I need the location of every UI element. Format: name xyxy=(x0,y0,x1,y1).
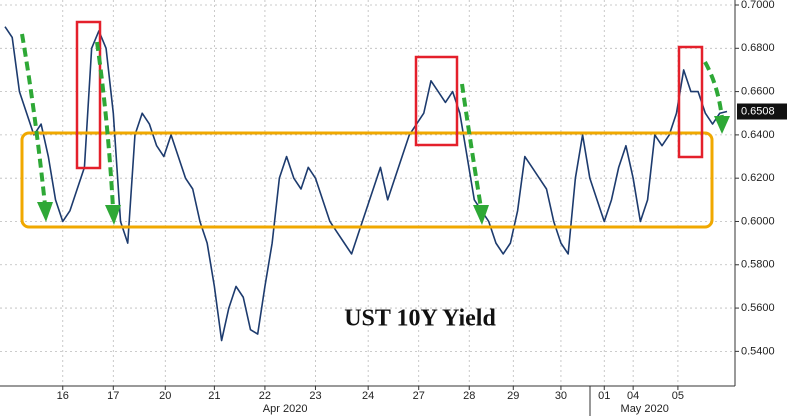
arrows xyxy=(20,33,724,209)
last-value-box xyxy=(737,103,787,120)
chart-title: UST 10Y Yield xyxy=(344,306,496,332)
x-tick-label: 30 xyxy=(555,390,567,402)
y-tick-label: 0.6600 xyxy=(741,85,775,97)
y-tick-label: 0.6000 xyxy=(741,215,775,227)
x-tick-label: 21 xyxy=(208,390,220,402)
month-label: Apr 2020 xyxy=(263,403,308,415)
x-tick-label: 20 xyxy=(159,390,171,402)
x-tick-label: 22 xyxy=(259,390,271,402)
x-tick-label: 01 xyxy=(598,390,610,402)
arrow-head xyxy=(105,205,121,225)
x-tick-label: 27 xyxy=(413,390,425,402)
x-tick-label: 16 xyxy=(57,390,69,402)
plot xyxy=(4,26,728,342)
x-tick-label: 23 xyxy=(309,390,321,402)
y-tick-label: 0.5600 xyxy=(741,302,775,314)
y-tick-label: 0.7000 xyxy=(741,0,775,11)
x-tick-label: 04 xyxy=(627,390,639,402)
x-tick-label: 17 xyxy=(107,390,119,402)
y-tick-label: 0.6800 xyxy=(741,42,775,54)
arrow xyxy=(703,61,724,119)
arrow xyxy=(95,41,115,209)
arrow xyxy=(20,33,47,206)
arrow-head xyxy=(37,202,53,222)
range-band xyxy=(20,131,714,229)
highlight-box xyxy=(414,55,459,147)
x-tick-label: 24 xyxy=(362,390,374,402)
arrow xyxy=(460,83,483,209)
x-tick-label: 28 xyxy=(463,390,475,402)
y-tick-label: 0.6200 xyxy=(741,172,775,184)
month-label: May 2020 xyxy=(621,403,669,415)
y-tick-label: 0.5400 xyxy=(741,345,775,357)
highlight-box xyxy=(75,20,102,170)
series-line xyxy=(4,26,728,342)
arrow-heads xyxy=(37,116,730,225)
y-tick-label: 0.6400 xyxy=(741,129,775,141)
highlight-box xyxy=(677,45,704,159)
arrow-head xyxy=(714,116,730,134)
x-tick-label: 29 xyxy=(507,390,519,402)
grid xyxy=(0,0,735,386)
y-tick-label: 0.5800 xyxy=(741,259,775,271)
last-value-label: 0.6508 xyxy=(741,105,775,117)
x-tick-label: 05 xyxy=(672,390,684,402)
arrow-head xyxy=(473,205,489,225)
